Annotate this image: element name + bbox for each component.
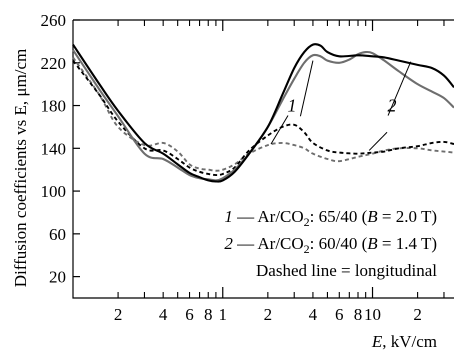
axes-frame — [72, 19, 454, 299]
x-tick-label: 1 — [219, 305, 228, 324]
curve-callouts: 12 — [270, 60, 412, 151]
axes — [72, 19, 454, 299]
x-tick-label: 10 — [364, 305, 381, 324]
y-ticks: 20 60 100 140 180 220 260 — [41, 11, 80, 287]
series-group — [72, 43, 454, 183]
x-tick-label: 4 — [309, 305, 318, 324]
x-tick-label: 8 — [204, 305, 213, 324]
y-tick-label: 20 — [49, 268, 66, 287]
y-tick-label: 260 — [41, 11, 67, 30]
legend-entry-legend2: 2 — Ar/CO2: 60/40 (B = 1.4 T) — [224, 234, 437, 256]
x-tick-label: 4 — [159, 305, 168, 324]
curve-leader-extra-1 — [299, 60, 314, 117]
series-line-solid-2 — [72, 49, 454, 182]
series-line-dashed-1 — [72, 60, 454, 176]
curve-leader-extra-2 — [368, 131, 388, 151]
x-axis-label: E, kV/cm — [371, 332, 437, 351]
x-tick-label: 6 — [335, 305, 344, 324]
series-line-solid-1 — [72, 43, 454, 183]
curve-label-1: 1 — [288, 96, 297, 116]
y-axis-label: Diffusion coefficients vs E, μm/cm — [11, 49, 30, 287]
x-tick-label: 2 — [413, 305, 422, 324]
curve-leader-2 — [387, 61, 412, 116]
legend-entry-legend1: 1 — Ar/CO2: 65/40 (B = 2.0 T) — [224, 207, 437, 229]
y-tick-label: 100 — [41, 182, 67, 201]
x-tick-label: 8 — [354, 305, 363, 324]
y-tick-label: 60 — [49, 225, 66, 244]
x-ticks: 2 4 6 8 1 2 4 6 8 10 2 — [114, 20, 445, 324]
y-tick-label: 180 — [41, 97, 67, 116]
x-tick-label: 2 — [114, 305, 123, 324]
y-tick-label: 140 — [41, 139, 67, 158]
legend: 1 — Ar/CO2: 65/40 (B = 2.0 T) 2 — Ar/CO2:… — [224, 207, 437, 280]
curve-leader-1 — [270, 115, 289, 145]
series-line-dashed-2 — [72, 56, 454, 172]
y-tick-label: 220 — [41, 54, 67, 73]
x-tick-label: 6 — [185, 305, 194, 324]
x-tick-label: 2 — [264, 305, 273, 324]
legend-entry-legend3: Dashed line = longitudinal — [256, 261, 437, 280]
